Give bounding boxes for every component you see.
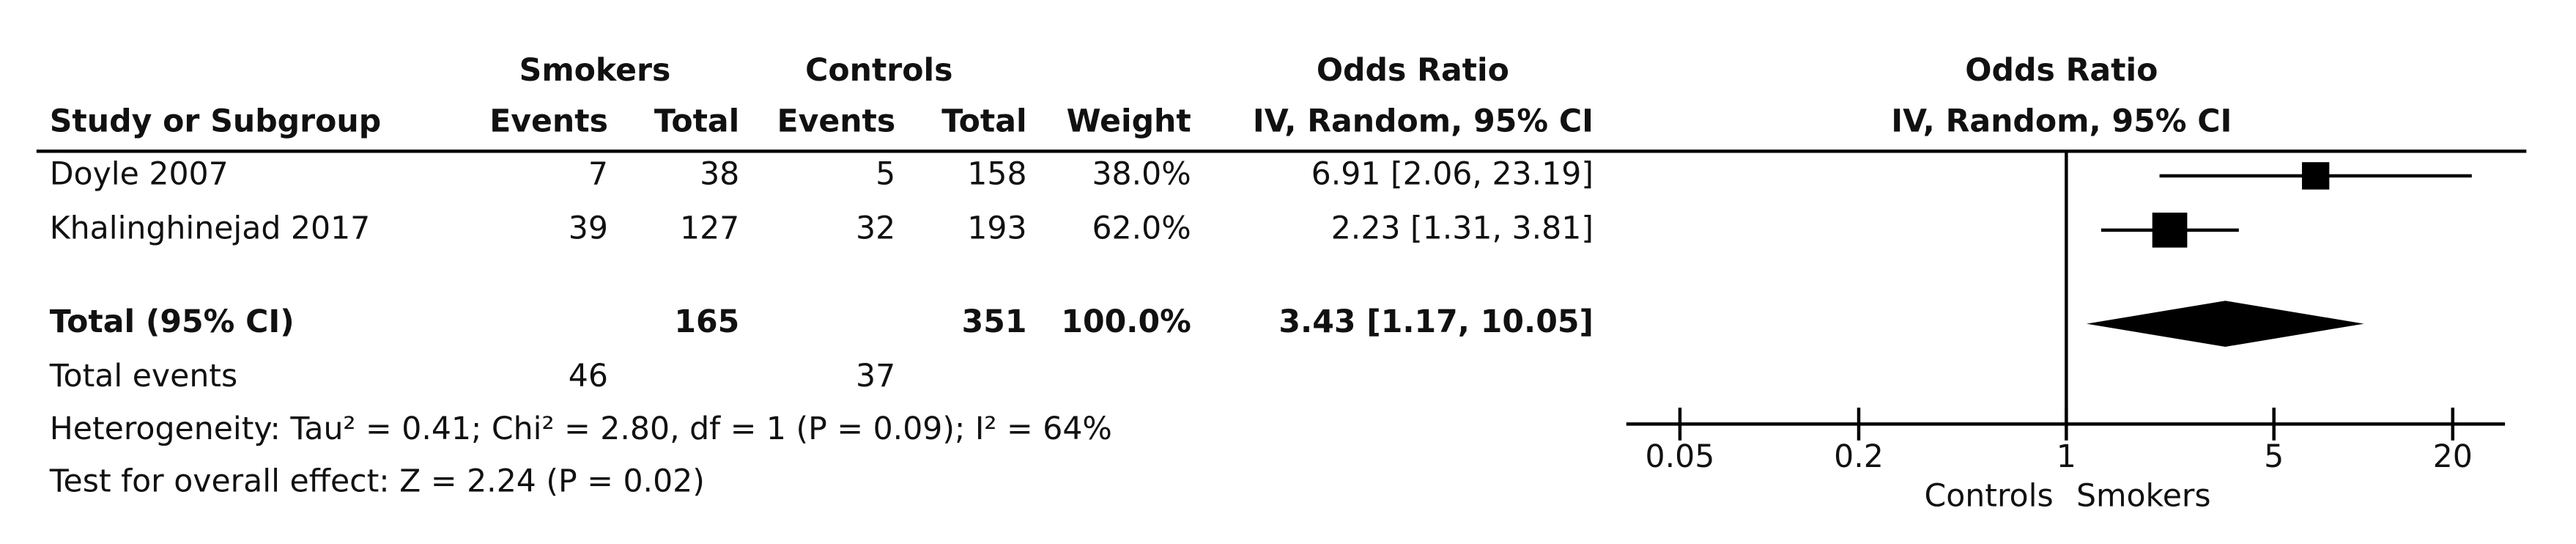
- cell: 158: [967, 155, 1026, 192]
- total-name: Total (95% CI): [50, 304, 295, 340]
- x-label-left: Controls: [1925, 478, 2054, 515]
- total-cell: 165: [674, 304, 739, 340]
- group-header: Odds Ratio: [1317, 52, 1509, 89]
- column-header: Weight: [1067, 103, 1191, 140]
- column-header: IV, Random, 95% CI: [1253, 103, 1594, 140]
- total-events: 46: [569, 358, 608, 394]
- cell: 193: [967, 210, 1026, 246]
- cell: 127: [680, 210, 739, 246]
- total-events-label: Total events: [49, 358, 237, 394]
- total-cell: 100.0%: [1061, 304, 1191, 340]
- study-name: Doyle 2007: [50, 155, 229, 192]
- cell: 38.0%: [1092, 155, 1191, 192]
- study-name: Khalinghinejad 2017: [50, 210, 371, 246]
- total-cell: 351: [962, 304, 1027, 340]
- column-header: Events: [489, 103, 608, 140]
- total-events: 37: [856, 358, 895, 394]
- x-tick-label: 1: [2057, 438, 2076, 475]
- group-header: Controls: [805, 52, 952, 89]
- column-header: Study or Subgroup: [50, 103, 381, 140]
- column-header: Total: [941, 103, 1026, 140]
- heterogeneity: Heterogeneity: Tau² = 0.41; Chi² = 2.80,…: [50, 411, 1112, 447]
- cell: 7: [588, 155, 608, 192]
- study-marker: [2301, 162, 2330, 190]
- cell: 39: [569, 210, 608, 246]
- cell: 62.0%: [1092, 210, 1191, 246]
- x-label-right: Smokers: [2076, 478, 2211, 515]
- overall-effect: Test for overall effect: Z = 2.24 (P = 0…: [49, 463, 705, 500]
- total-cell: 3.43 [1.17, 10.05]: [1278, 304, 1594, 340]
- column-header: Events: [777, 103, 896, 140]
- x-tick-label: 0.2: [1834, 438, 1884, 475]
- summary-diamond: [2086, 301, 2364, 347]
- cell: 38: [700, 155, 739, 192]
- cell: 6.91 [2.06, 23.19]: [1311, 155, 1594, 192]
- plot-title: Odds Ratio: [1965, 52, 2158, 89]
- group-header: Smokers: [519, 52, 671, 89]
- x-tick-label: 5: [2264, 438, 2284, 475]
- study-marker: [2152, 213, 2188, 248]
- column-header: Total: [654, 103, 739, 140]
- x-tick-label: 20: [2433, 438, 2473, 475]
- cell: 5: [876, 155, 895, 192]
- cell: 32: [856, 210, 895, 246]
- x-tick-label: 0.05: [1646, 438, 1715, 475]
- plot-method: IV, Random, 95% CI: [1891, 103, 2232, 140]
- cell: 2.23 [1.31, 3.81]: [1331, 210, 1594, 246]
